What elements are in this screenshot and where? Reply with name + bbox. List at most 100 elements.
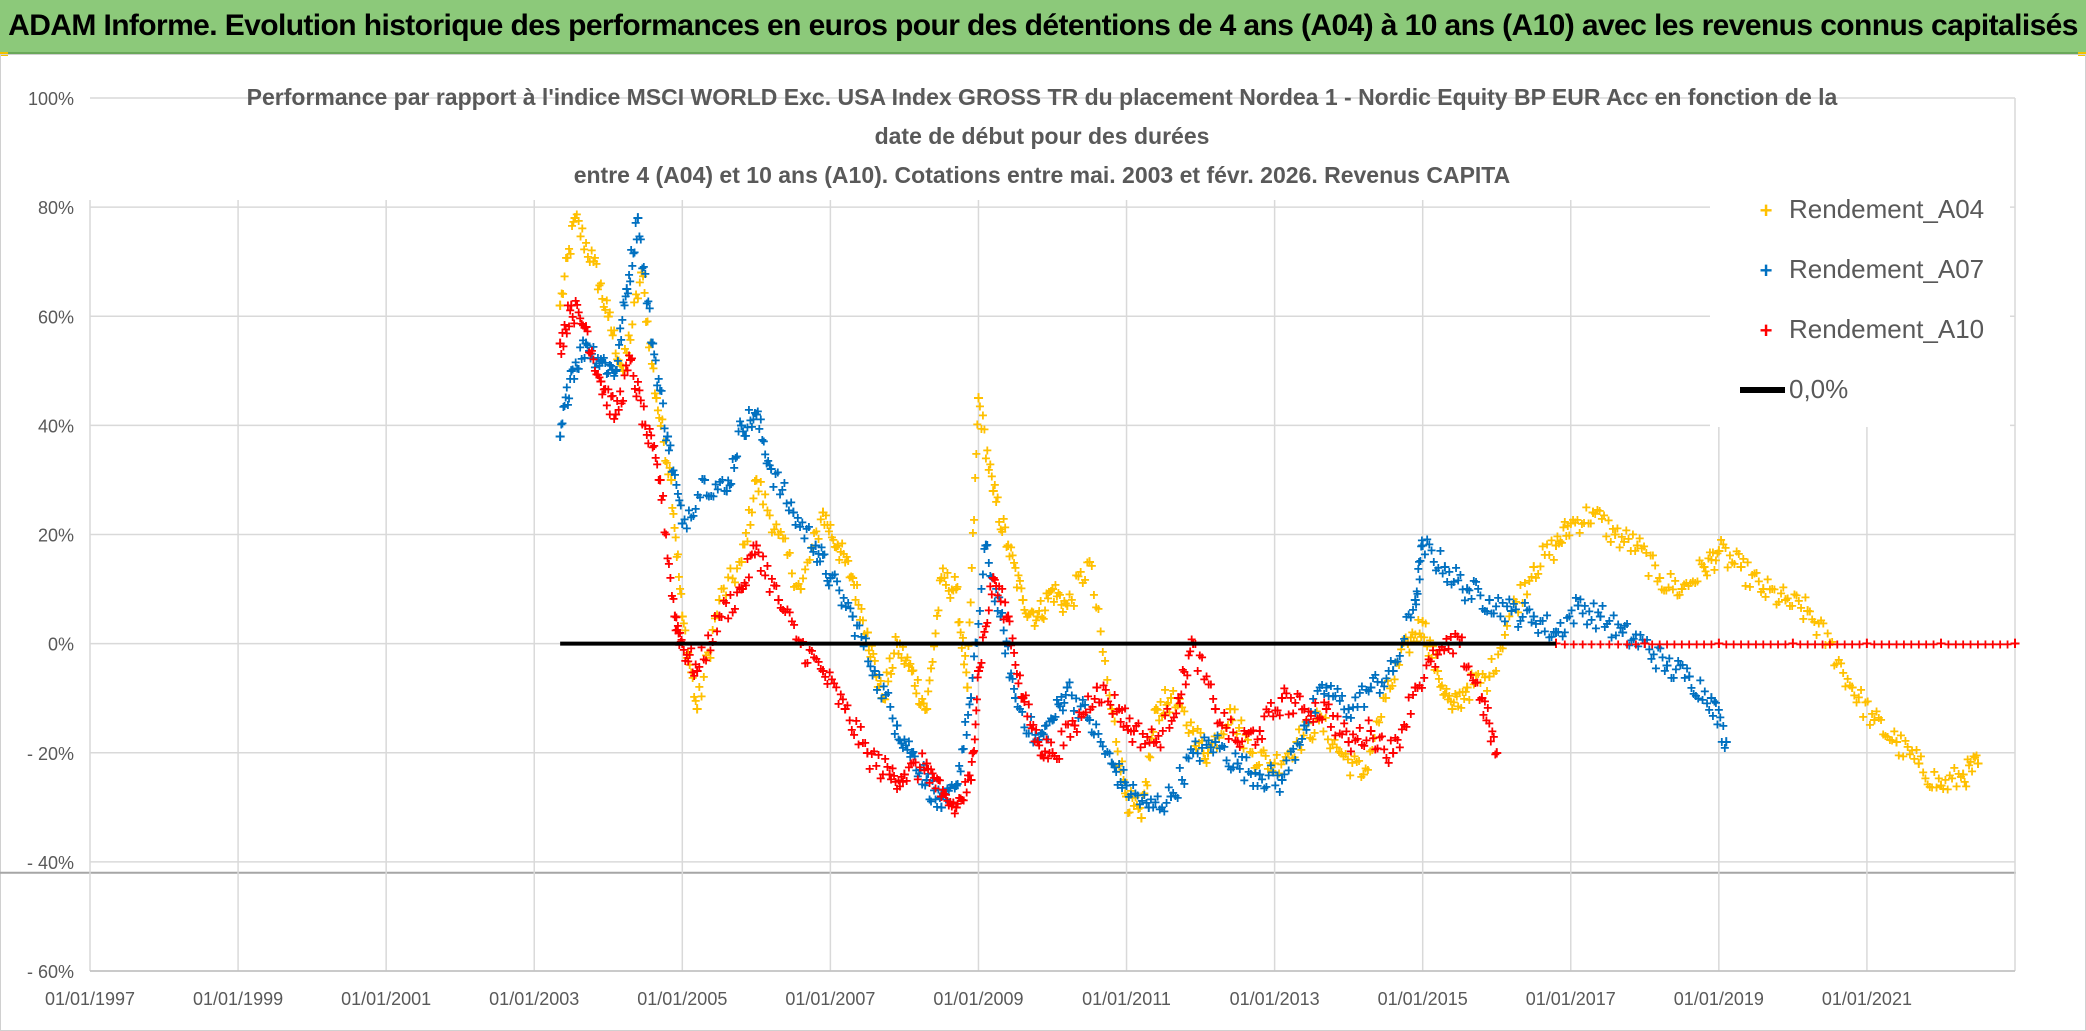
data-point: + xyxy=(1511,594,1520,611)
data-point: + xyxy=(1788,634,1799,654)
data-point: + xyxy=(1894,748,1903,765)
data-point: + xyxy=(959,656,968,673)
data-point: + xyxy=(866,658,875,675)
data-point: + xyxy=(1642,545,1651,562)
data-point: + xyxy=(667,464,676,481)
data-point: + xyxy=(1608,521,1617,538)
data-point: + xyxy=(1357,737,1366,754)
data-point: + xyxy=(1132,797,1141,814)
data-point: + xyxy=(1106,754,1117,774)
data-point: + xyxy=(809,525,818,542)
data-point: + xyxy=(916,697,925,714)
data-point: + xyxy=(1121,775,1132,795)
data-point: + xyxy=(1469,677,1478,694)
data-point: + xyxy=(1336,743,1347,763)
data-point: + xyxy=(965,615,974,632)
data-point: + xyxy=(1640,634,1651,654)
data-point: + xyxy=(1573,595,1584,615)
data-point: + xyxy=(1087,724,1096,741)
data-point: + xyxy=(1171,706,1180,723)
data-point: + xyxy=(992,494,1001,511)
data-point: + xyxy=(1599,507,1608,524)
data-point: + xyxy=(966,688,977,708)
data-point: + xyxy=(941,787,950,804)
data-point: + xyxy=(1489,729,1498,746)
data-point: + xyxy=(1484,590,1495,610)
data-point: + xyxy=(1562,610,1571,627)
data-point: + xyxy=(1291,752,1300,769)
data-point: + xyxy=(1451,560,1460,577)
data-point: + xyxy=(827,529,836,546)
data-point: + xyxy=(1415,572,1424,589)
data-point: + xyxy=(638,417,647,434)
data-point: + xyxy=(1801,590,1810,607)
data-point: + xyxy=(1074,704,1083,721)
data-point: + xyxy=(615,321,624,338)
data-point: + xyxy=(1084,710,1095,730)
data-point: + xyxy=(761,446,770,463)
data-point: + xyxy=(1516,577,1525,594)
data-point: + xyxy=(621,358,630,375)
data-point: + xyxy=(1707,552,1716,569)
data-point: + xyxy=(1554,535,1563,552)
data-point: + xyxy=(818,661,829,681)
data-point: + xyxy=(918,691,927,708)
data-point: + xyxy=(1355,685,1364,702)
data-point: + xyxy=(603,306,614,326)
data-point: + xyxy=(1244,725,1253,742)
data-point: + xyxy=(1690,575,1699,592)
data-point: + xyxy=(1458,582,1467,599)
data-point: + xyxy=(613,353,622,370)
data-point: + xyxy=(740,428,749,445)
data-point: + xyxy=(1277,756,1286,773)
data-point: + xyxy=(1449,574,1458,591)
data-point: + xyxy=(847,722,856,739)
data-point: + xyxy=(1280,766,1289,783)
data-point: + xyxy=(1682,661,1691,678)
data-point: + xyxy=(721,481,732,501)
data-point: + xyxy=(955,614,964,631)
data-point: + xyxy=(981,535,992,555)
data-point: + xyxy=(1105,745,1114,762)
data-point: + xyxy=(651,353,660,370)
data-point: + xyxy=(754,544,763,561)
data-point: + xyxy=(1431,562,1440,579)
data-point: + xyxy=(1759,637,1768,654)
data-point: + xyxy=(898,639,907,656)
data-point: + xyxy=(619,295,628,312)
data-point: + xyxy=(1442,681,1451,698)
data-point: + xyxy=(1353,731,1362,748)
data-point: + xyxy=(965,768,974,785)
data-point: + xyxy=(1046,710,1055,727)
data-point: + xyxy=(778,530,787,547)
legend-marker-a07: + xyxy=(1760,258,1773,283)
data-point: + xyxy=(1420,629,1429,646)
data-point: + xyxy=(1108,706,1117,723)
data-point: + xyxy=(572,206,581,223)
data-point: + xyxy=(1221,720,1230,737)
data-point: + xyxy=(1670,573,1679,590)
data-point: + xyxy=(1578,637,1587,654)
data-point: + xyxy=(1125,805,1134,822)
data-point: + xyxy=(605,407,614,424)
data-point: + xyxy=(1143,797,1154,817)
data-point: + xyxy=(632,388,641,405)
data-point: + xyxy=(1074,569,1083,586)
data-point: + xyxy=(557,416,566,433)
data-point: + xyxy=(635,228,644,245)
data-point: + xyxy=(999,511,1008,528)
data-point: + xyxy=(1003,535,1014,555)
data-point: + xyxy=(1315,680,1324,697)
data-point: + xyxy=(1285,743,1294,760)
data-point: + xyxy=(1691,688,1700,705)
data-point: + xyxy=(1177,700,1186,717)
data-point: + xyxy=(1484,666,1495,686)
data-point: + xyxy=(750,546,759,563)
y-tick-label: - 40% xyxy=(27,853,74,873)
data-point: + xyxy=(1934,770,1943,787)
data-point: + xyxy=(1351,690,1360,707)
data-point: + xyxy=(1268,708,1277,725)
data-point: + xyxy=(1129,777,1138,794)
data-point: + xyxy=(901,652,910,669)
data-point: + xyxy=(821,669,830,686)
